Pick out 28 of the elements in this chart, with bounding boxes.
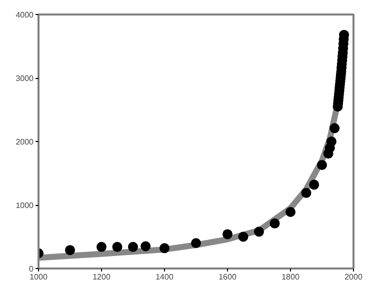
y-tick-label: 2000 [16,138,34,146]
point [326,136,336,146]
point [222,229,232,240]
y-tick-label: 3000 [16,74,34,83]
y-tick-label: 0 [29,264,34,274]
point [96,242,106,252]
point [286,206,296,217]
point [112,242,122,252]
point [309,180,320,190]
x-tick-label: 1400 [156,272,174,282]
x-tick-label: 1200 [92,272,111,282]
x-tick-label: 1800 [282,272,300,282]
y-tick-label: 1000 [16,201,34,210]
point [254,226,264,237]
point [160,243,170,254]
x-tick-label: 1600 [218,272,237,282]
point [191,238,201,248]
point [65,245,75,256]
point [128,242,138,252]
x-tick-label: 2000 [344,272,363,282]
point [140,241,151,252]
point [301,188,312,198]
point [238,232,248,242]
y-tick-label: 4000 [16,10,34,20]
point [317,160,327,170]
x-tick-label: 1000 [30,272,48,282]
point [330,123,340,134]
point [270,218,280,228]
